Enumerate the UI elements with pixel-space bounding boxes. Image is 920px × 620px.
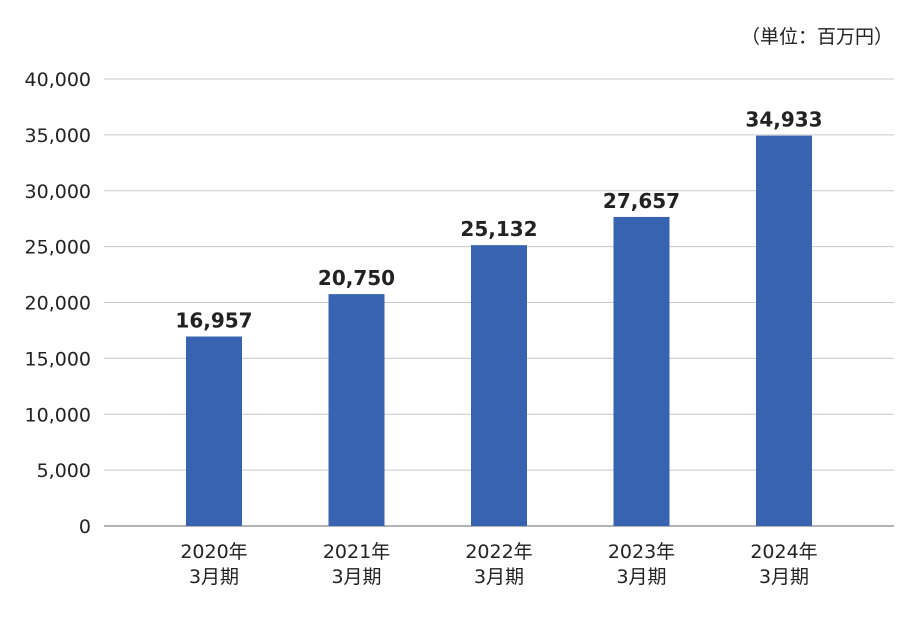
y-tick-label: 35,000 [25, 125, 91, 147]
y-tick-label: 25,000 [25, 237, 91, 259]
y-tick-label: 0 [79, 516, 91, 538]
y-tick-label: 30,000 [25, 181, 91, 203]
bars [186, 135, 812, 526]
x-tick-label: 2021年 [323, 541, 390, 563]
x-tick-label: 3月期 [616, 566, 666, 588]
x-tick-label: 2023年 [608, 541, 675, 563]
data-label: 16,957 [175, 309, 252, 333]
y-tick-label: 20,000 [25, 293, 91, 315]
bar [186, 336, 242, 526]
x-tick-label: 3月期 [474, 566, 524, 588]
x-tick-label: 2022年 [465, 541, 532, 563]
data-label: 27,657 [603, 189, 680, 213]
x-tick-label: 2024年 [750, 541, 817, 563]
bar [756, 135, 812, 526]
data-label: 25,132 [460, 217, 537, 241]
y-tick-label: 5,000 [37, 460, 91, 482]
x-tick-label: 3月期 [189, 566, 239, 588]
y-axis-ticks: 0 5,000 10,000 15,000 20,000 25,000 30,000 35,0… [25, 69, 91, 538]
bar [471, 245, 527, 526]
data-label: 34,933 [745, 108, 822, 132]
x-tick-label: 3月期 [759, 566, 809, 588]
unit-label: （単位：百万円） [741, 26, 893, 48]
x-tick-label: 3月期 [331, 566, 381, 588]
x-axis-ticks: 2020年 3月期 2021年 3月期 2022年 3月期 2023年 3月期 2024年 3月期 [180, 541, 817, 588]
x-tick-label: 2020年 [180, 541, 247, 563]
bar [613, 216, 670, 526]
data-label: 20,750 [318, 266, 395, 290]
data-labels: 16,957 20,750 25,132 27,657 34,933 [175, 108, 822, 333]
bar [328, 294, 385, 526]
y-tick-label: 15,000 [25, 348, 91, 370]
y-tick-label: 10,000 [25, 404, 91, 426]
y-tick-label: 40,000 [25, 69, 91, 91]
